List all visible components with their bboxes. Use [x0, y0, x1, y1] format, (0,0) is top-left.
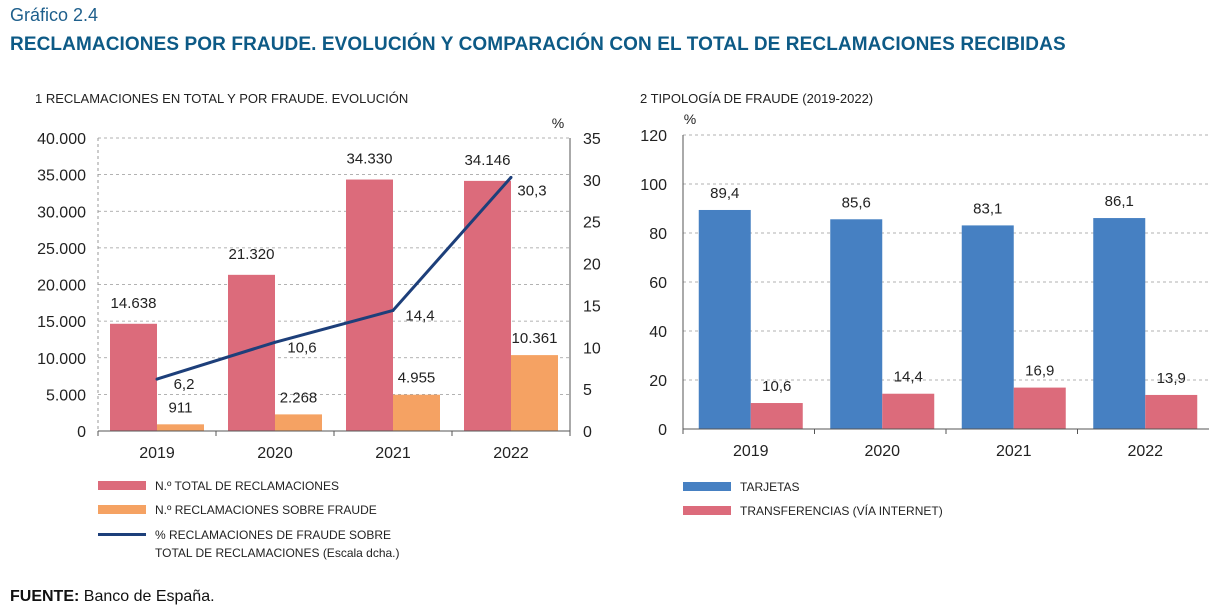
source-label: FUENTE:	[10, 588, 80, 605]
legend-swatch-fraud	[98, 505, 146, 514]
x-tick-2021: 2021	[996, 443, 1032, 460]
point-pct-2022	[509, 175, 513, 179]
bar-tarjetas-2021	[961, 225, 1014, 429]
y-tick-right: 30	[583, 173, 601, 190]
label-pct-2019: 6,2	[174, 376, 195, 393]
chart-title: RECLAMACIONES POR FRAUDE. EVOLUCIÓN Y CO…	[10, 34, 1066, 55]
y-tick-left: 35.000	[37, 168, 86, 185]
label-total-2022: 34.146	[465, 152, 511, 169]
label-transferencias-2019: 10,6	[762, 378, 791, 395]
y-tick-left: 10.000	[37, 351, 86, 368]
label-total-2020: 21.320	[229, 246, 275, 263]
label-fraud-2019: 911	[169, 399, 193, 416]
source-note: FUENTE: Banco de España.	[10, 588, 215, 606]
x-tick-2022: 2022	[1127, 443, 1163, 460]
label-tarjetas-2019: 89,4	[710, 185, 739, 202]
y-tick-left: 25.000	[37, 241, 86, 258]
y-tick: 60	[649, 275, 667, 292]
y-tick-left: 0	[77, 424, 86, 441]
label-tarjetas-2020: 85,6	[842, 194, 871, 211]
y-tick-right: 10	[583, 340, 601, 357]
x-tick-2021: 2021	[375, 445, 411, 462]
label-fraud-2021: 4.955	[398, 370, 436, 387]
bar-tarjetas-2020	[830, 219, 883, 429]
x-tick-2020: 2020	[257, 445, 293, 462]
bar-tarjetas-2022	[1093, 218, 1146, 429]
bar-fraud-2022	[511, 355, 558, 431]
y-tick-left: 30.000	[37, 204, 86, 221]
point-pct-2021	[391, 308, 395, 312]
bar-total-2020	[228, 274, 275, 431]
legend-label-tarjetas: TARJETAS	[740, 480, 800, 494]
legend-swatch-pct	[98, 533, 146, 536]
bar-fraud-2021	[393, 394, 440, 431]
y-tick-left: 40.000	[37, 131, 86, 148]
label-pct-2021: 14,4	[405, 307, 434, 324]
y-tick: 0	[658, 422, 667, 439]
point-pct-2020	[273, 340, 277, 344]
x-tick-2019: 2019	[733, 443, 769, 460]
legend-label-fraud: N.º RECLAMACIONES SOBRE FRAUDE	[155, 503, 377, 517]
label-transferencias-2020: 14,4	[894, 369, 923, 386]
label-fraud-2020: 2.268	[280, 389, 318, 406]
label-tarjetas-2021: 83,1	[973, 200, 1002, 217]
bar-transferencias-2021	[1013, 387, 1066, 429]
bar-transferencias-2019	[750, 403, 803, 429]
y-tick-left: 5.000	[46, 387, 86, 404]
source-text: Banco de España.	[83, 588, 215, 605]
bar-fraud-2020	[275, 414, 322, 431]
y2-axis-label: %	[552, 115, 564, 131]
bar-fraud-2019	[157, 424, 204, 431]
x-tick-2020: 2020	[864, 443, 900, 460]
x-tick-2022: 2022	[493, 445, 529, 462]
label-total-2021: 34.330	[347, 151, 393, 168]
y-tick: 20	[649, 373, 667, 390]
bar-transferencias-2022	[1145, 394, 1198, 429]
legend-label-pct-2: TOTAL DE RECLAMACIONES (Escala dcha.)	[155, 546, 400, 560]
y-tick-right: 25	[583, 215, 601, 232]
legend-swatch-tarjetas	[683, 482, 731, 491]
label-fraud-2022: 10.361	[512, 330, 558, 347]
y-tick-left: 20.000	[37, 278, 86, 295]
y-tick: 120	[640, 128, 667, 145]
label-total-2019: 14.638	[111, 295, 157, 312]
y-tick-right: 15	[583, 298, 601, 315]
legend-label-pct: % RECLAMACIONES DE FRAUDE SOBRE	[155, 528, 391, 542]
y-tick-right: 35	[583, 131, 601, 148]
bar-total-2021	[346, 179, 393, 431]
y-tick: 40	[649, 324, 667, 341]
legend-swatch-total	[98, 481, 146, 490]
legend-swatch-transferencias	[683, 506, 731, 515]
label-pct-2022: 30,3	[517, 182, 546, 199]
legend-label-total: N.º TOTAL DE RECLAMACIONES	[155, 479, 339, 493]
panel-1-title: 1 RECLAMACIONES EN TOTAL Y POR FRAUDE. E…	[35, 91, 408, 106]
y-tick-right: 0	[583, 424, 592, 441]
y-tick: 80	[649, 226, 667, 243]
panel-2-title: 2 TIPOLOGÍA DE FRAUDE (2019-2022)	[640, 91, 873, 106]
line-fraud-pct	[156, 176, 513, 381]
label-pct-2020: 10,6	[287, 339, 316, 356]
bar-transferencias-2020	[882, 393, 935, 429]
point-pct-2019	[155, 377, 159, 381]
chart-supertitle: Gráfico 2.4	[10, 5, 99, 25]
y-axis-label: %	[684, 111, 696, 127]
bar-total-2022	[464, 180, 511, 431]
y-tick-right: 20	[583, 257, 601, 274]
y-tick-right: 5	[583, 382, 592, 399]
bar-total-2019	[110, 323, 157, 431]
y-tick: 100	[640, 177, 667, 194]
label-transferencias-2022: 13,9	[1157, 370, 1186, 387]
y-tick-left: 15.000	[37, 314, 86, 331]
x-tick-2019: 2019	[139, 445, 175, 462]
label-tarjetas-2022: 86,1	[1105, 193, 1134, 210]
label-transferencias-2021: 16,9	[1025, 363, 1054, 380]
bar-tarjetas-2019	[698, 209, 751, 429]
legend-label-transferencias: TRANSFERENCIAS (VÍA INTERNET)	[740, 503, 943, 518]
